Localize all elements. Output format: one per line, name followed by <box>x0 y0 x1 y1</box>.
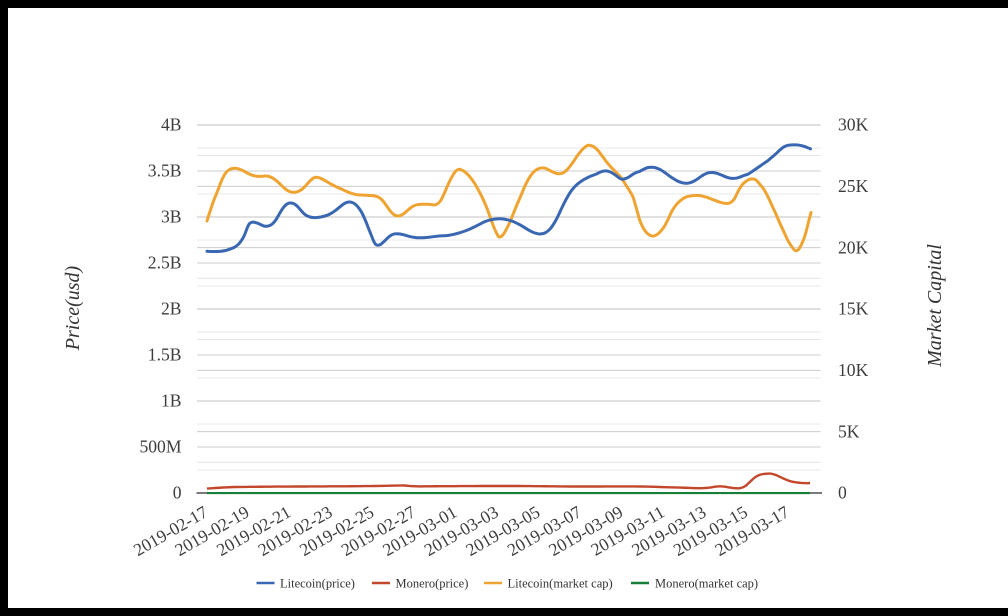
svg-text:15K: 15K <box>838 299 869 319</box>
svg-text:1.5B: 1.5B <box>148 345 182 365</box>
svg-text:30K: 30K <box>838 115 869 135</box>
svg-text:3B: 3B <box>161 207 182 227</box>
svg-text:2B: 2B <box>161 299 182 319</box>
svg-text:0: 0 <box>838 483 847 503</box>
svg-text:20K: 20K <box>838 237 869 257</box>
svg-text:2.5B: 2.5B <box>148 253 182 273</box>
svg-text:Litecoin(price): Litecoin(price) <box>280 577 355 591</box>
svg-text:Price(usd): Price(usd) <box>62 265 84 351</box>
svg-text:Monero(price): Monero(price) <box>396 577 469 591</box>
svg-text:25K: 25K <box>838 176 869 196</box>
svg-text:Market Capital: Market Capital <box>924 244 946 368</box>
svg-text:1B: 1B <box>161 391 182 411</box>
svg-text:500M: 500M <box>139 437 181 457</box>
svg-text:3.5B: 3.5B <box>148 161 182 181</box>
svg-text:0: 0 <box>173 483 182 503</box>
svg-text:Monero(market cap): Monero(market cap) <box>655 577 758 591</box>
svg-text:Litecoin(market cap): Litecoin(market cap) <box>508 577 613 591</box>
svg-text:10K: 10K <box>838 360 869 380</box>
svg-text:4B: 4B <box>161 115 182 135</box>
svg-text:5K: 5K <box>838 421 860 441</box>
